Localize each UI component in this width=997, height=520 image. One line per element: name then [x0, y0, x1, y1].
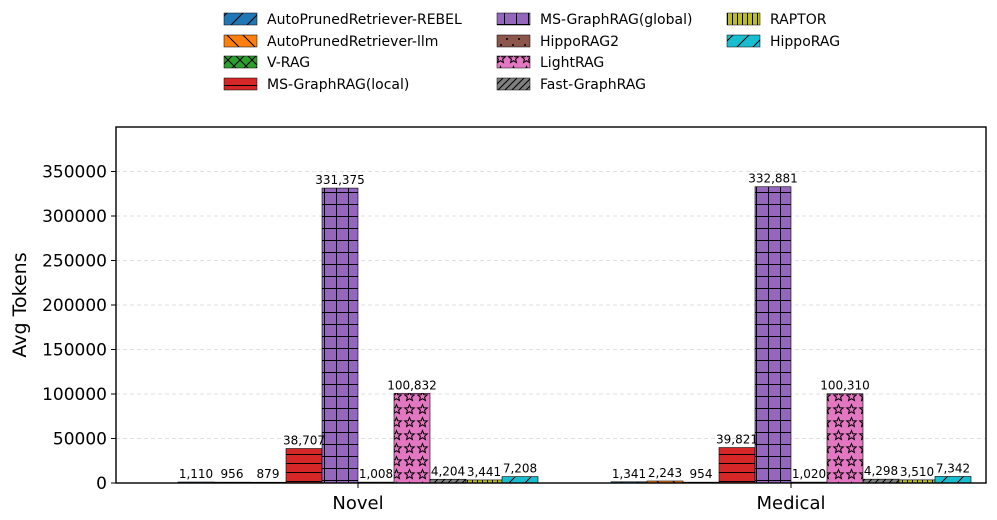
- bar-value-label: 954: [690, 467, 713, 481]
- bar-value-label: 1,008: [359, 467, 393, 481]
- bar-ms-graphrag-global-novel: [321, 187, 359, 484]
- bar-ms-graphrag-local-novel: [285, 448, 323, 484]
- bar-hipporag-novel: [501, 476, 539, 484]
- bar-hipporag-medical: [934, 476, 972, 484]
- bar-lightrag-medical: [826, 393, 864, 484]
- legend-item-fast-graphrag: Fast-GraphRAG: [496, 77, 646, 93]
- bar-value-label: 39,821: [716, 433, 758, 447]
- legend-swatch: [496, 77, 531, 91]
- bar-value-label: 3,441: [467, 465, 501, 479]
- legend-swatch: [223, 55, 258, 69]
- legend-swatch: [223, 34, 258, 48]
- y-tick-label: 350000: [42, 163, 107, 183]
- legend: AutoPrunedRetriever-REBEL AutoPrunedRetri…: [223, 12, 840, 93]
- legend-swatch: [223, 77, 258, 91]
- legend-label: RAPTOR: [770, 12, 827, 28]
- legend-item-raptor: RAPTOR: [726, 12, 827, 28]
- bar-value-labels: 1,110 956 879 38,707 331,375 1,008 100,832 4,20…: [179, 172, 970, 481]
- bar-ms-graphrag-local-medical: [718, 447, 756, 484]
- legend-label: MS-GraphRAG(local): [267, 77, 409, 93]
- bar-value-label: 332,881: [748, 172, 798, 186]
- y-tick-label: 100000: [42, 385, 107, 405]
- legend-label: AutoPrunedRetriever-REBEL: [267, 12, 462, 28]
- legend-swatch: [496, 34, 531, 48]
- bar-lightrag-novel: [393, 392, 431, 484]
- y-tick-label: 300000: [42, 207, 107, 227]
- bar-value-label: 1,020: [792, 467, 826, 481]
- legend-swatch: [726, 34, 761, 48]
- bars: [177, 186, 972, 484]
- bar-value-label: 1,110: [179, 467, 213, 481]
- legend-swatch: [496, 12, 531, 26]
- legend-label: V-RAG: [267, 55, 310, 71]
- bar-value-label: 3,510: [900, 465, 934, 479]
- y-axis-label: Avg Tokens: [9, 252, 31, 357]
- y-tick-label: 250000: [42, 252, 107, 272]
- bar-value-label: 100,310: [820, 379, 870, 393]
- y-tick-label: 150000: [42, 341, 107, 361]
- bar-value-label: 38,707: [283, 434, 325, 448]
- legend-item-autoprunedretriever-rebel: AutoPrunedRetriever-REBEL: [223, 12, 462, 28]
- bar-ms-graphrag-global-medical: [754, 186, 792, 484]
- y-tick-label: 200000: [42, 296, 107, 316]
- legend-swatch: [223, 12, 258, 26]
- legend-swatch: [726, 12, 761, 26]
- bar-value-label: 1,341: [612, 467, 646, 481]
- legend-item-ms-graphrag-local: MS-GraphRAG(local): [223, 77, 409, 93]
- legend-item-ms-graphrag-global: MS-GraphRAG(global): [496, 12, 692, 28]
- x-axis: Novel Medical: [332, 483, 825, 514]
- bar-value-label: 2,243: [648, 466, 682, 480]
- bar-value-label: 956: [221, 467, 244, 481]
- legend-label: Fast-GraphRAG: [540, 77, 646, 93]
- bar-value-label: 331,375: [315, 173, 365, 187]
- legend-label: AutoPrunedRetriever-llm: [267, 34, 438, 50]
- bar-value-label: 879: [257, 467, 280, 481]
- y-tick-label: 50000: [53, 430, 107, 450]
- legend-label: LightRAG: [540, 55, 604, 71]
- bar-value-label: 7,208: [503, 462, 537, 476]
- bar-value-label: 4,204: [431, 464, 465, 478]
- bar-value-label: 100,832: [387, 378, 437, 392]
- legend-item-hipporag2: HippoRAG2: [496, 34, 619, 50]
- bar-value-label: 7,342: [936, 461, 970, 475]
- legend-item-hipporag: HippoRAG: [726, 34, 840, 50]
- x-tick-label: Novel: [332, 493, 383, 514]
- legend-item-autoprunedretriever-llm: AutoPrunedRetriever-llm: [223, 34, 438, 50]
- x-tick-label: Medical: [757, 493, 826, 514]
- bar-value-label: 4,298: [864, 464, 898, 478]
- y-tick-label: 0: [96, 474, 107, 494]
- legend-label: HippoRAG: [770, 34, 840, 50]
- legend-label: HippoRAG2: [540, 34, 619, 50]
- legend-label: MS-GraphRAG(global): [540, 12, 692, 28]
- legend-item-v-rag: V-RAG: [223, 55, 310, 71]
- y-axis: 0 50000 100000 150000 200000 250000 300000 3500…: [42, 163, 116, 494]
- legend-item-lightrag: LightRAG: [496, 55, 604, 71]
- legend-swatch: [496, 55, 531, 69]
